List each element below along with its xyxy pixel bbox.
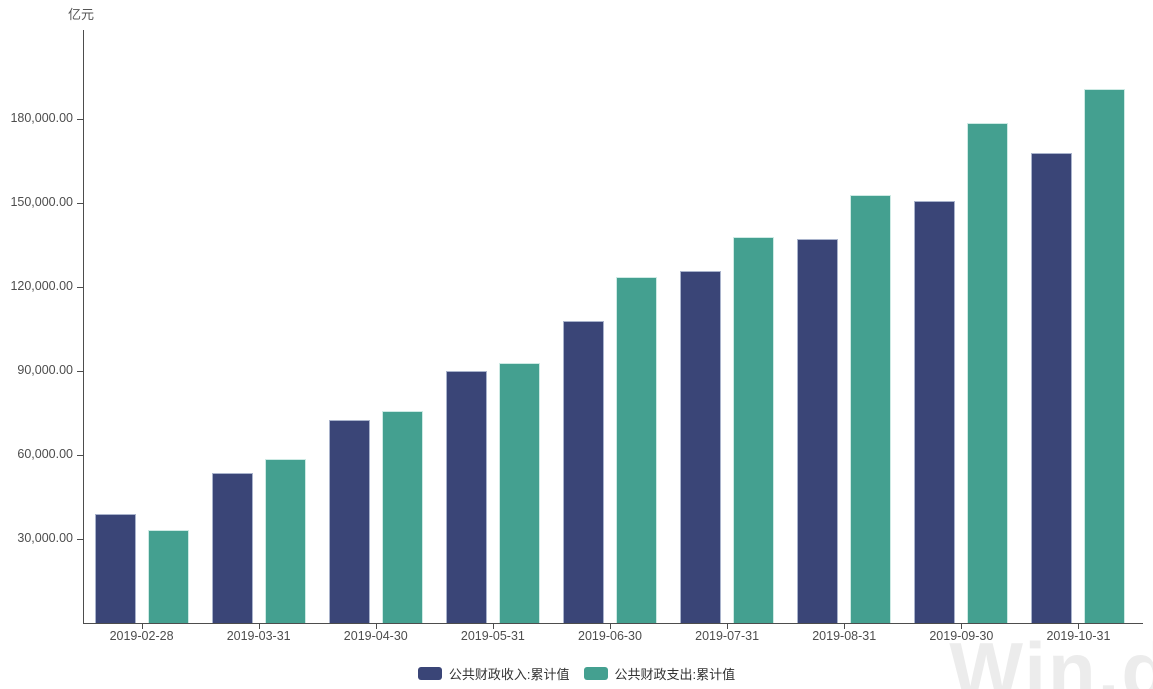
x-axis-label: 2019-10-31 <box>1046 629 1111 643</box>
y-tick-label: 180,000.00 <box>10 111 73 125</box>
y-tick-label: 120,000.00 <box>10 279 73 293</box>
bar-group-2019-07-31 <box>669 30 786 623</box>
expenditure-bar-2019-02-28 <box>147 529 189 623</box>
x-tick-mark <box>1078 624 1080 629</box>
x-axis-label: 2019-05-31 <box>460 629 525 643</box>
x-axis-label: 2019-09-30 <box>929 629 994 643</box>
legend-label-revenue: 公共财政收入:累计值 <box>448 667 570 682</box>
y-tick-mark <box>77 371 83 372</box>
x-tick-mark <box>492 624 494 629</box>
x-axis-label: 2019-08-31 <box>812 629 877 643</box>
plot-area[interactable] <box>83 30 1137 623</box>
revenue-bar-2019-07-31 <box>680 271 722 623</box>
expenditure-bar-2019-04-30 <box>381 411 423 623</box>
x-axis-label: 2019-06-30 <box>578 629 642 643</box>
expenditure-bar-2019-08-31 <box>850 195 892 623</box>
revenue-bar-2019-03-31 <box>211 472 253 623</box>
bar-group-2019-09-30 <box>903 30 1020 623</box>
x-tick-mark <box>375 624 377 629</box>
y-tick-mark <box>77 455 83 456</box>
revenue-bar-2019-06-30 <box>562 321 604 623</box>
x-axis-label: 2019-04-30 <box>343 629 408 643</box>
expenditure-bar-2019-07-31 <box>733 236 775 623</box>
bar-group-2019-02-28 <box>83 30 200 623</box>
y-tick-label: 90,000.00 <box>17 363 73 377</box>
legend-swatch-revenue <box>417 667 442 680</box>
bar-group-2019-06-30 <box>551 30 668 623</box>
revenue-bar-2019-10-31 <box>1031 153 1073 623</box>
revenue-bar-2019-02-28 <box>94 513 136 623</box>
y-axis-line <box>83 30 84 623</box>
x-tick-mark <box>961 624 963 629</box>
y-axis-unit-label: 亿元 <box>68 7 95 22</box>
legend-label-expenditure: 公共财政支出:累计值 <box>614 667 736 682</box>
revenue-bar-2019-05-31 <box>445 371 487 623</box>
bar-group-2019-03-31 <box>200 30 317 623</box>
y-tick-label: 150,000.00 <box>10 195 73 209</box>
y-tick-mark <box>77 539 83 540</box>
revenue-bar-2019-09-30 <box>914 201 956 623</box>
x-axis-label: 2019-02-28 <box>109 629 174 643</box>
legend-item-expenditure[interactable]: 公共财政支出:累计值 <box>583 664 736 683</box>
x-tick-mark <box>727 624 729 629</box>
revenue-bar-2019-04-30 <box>328 419 370 623</box>
expenditure-bar-2019-10-31 <box>1084 89 1126 623</box>
legend-swatch-expenditure <box>583 667 608 680</box>
revenue-bar-2019-08-31 <box>797 239 839 623</box>
x-axis-label: 2019-03-31 <box>226 629 291 643</box>
x-axis-line <box>83 623 1143 624</box>
wind-watermark: Win.d <box>949 626 1153 689</box>
legend: 公共财政收入:累计值 公共财政支出:累计值 <box>0 664 1153 683</box>
expenditure-bar-2019-05-31 <box>498 362 540 623</box>
expenditure-bar-2019-03-31 <box>264 458 306 623</box>
x-tick-mark <box>844 624 846 629</box>
expenditure-bar-2019-06-30 <box>615 277 657 623</box>
y-tick-mark <box>77 287 83 288</box>
y-tick-label: 60,000.00 <box>17 447 73 461</box>
y-tick-mark <box>77 119 83 120</box>
x-tick-mark <box>258 624 260 629</box>
x-axis-label: 2019-07-31 <box>695 629 760 643</box>
bar-group-2019-05-31 <box>434 30 551 623</box>
x-tick-mark <box>141 624 143 629</box>
bar-group-2019-04-30 <box>317 30 434 623</box>
expenditure-bar-2019-09-30 <box>967 122 1009 623</box>
bar-group-2019-08-31 <box>786 30 903 623</box>
y-tick-label: 30,000.00 <box>17 531 73 545</box>
bar-group-2019-10-31 <box>1020 30 1137 623</box>
y-tick-mark <box>77 203 83 204</box>
legend-item-revenue[interactable]: 公共财政收入:累计值 <box>417 664 570 683</box>
x-tick-mark <box>610 624 611 629</box>
